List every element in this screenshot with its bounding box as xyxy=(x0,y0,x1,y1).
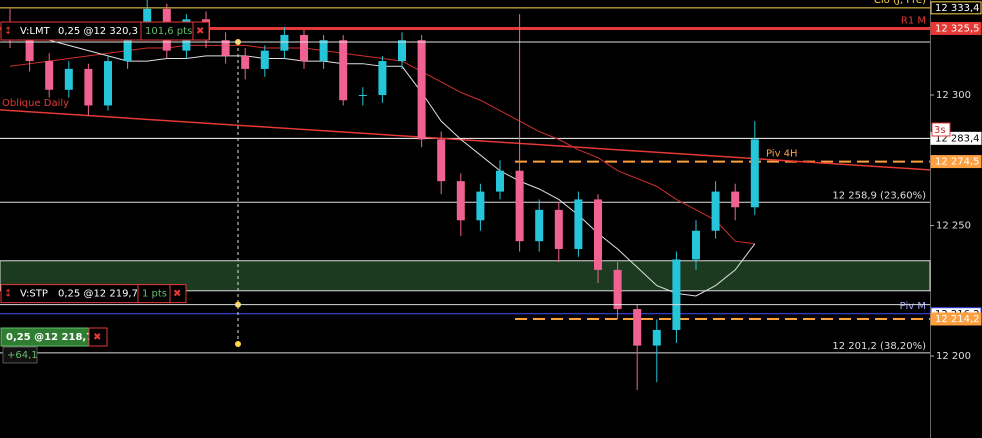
cancel-icon: ✖ xyxy=(93,332,101,343)
order-arrow: ↕ xyxy=(4,26,12,37)
oblique-line xyxy=(0,109,931,171)
cancel-button[interactable] xyxy=(169,284,187,304)
cancel-button[interactable] xyxy=(192,21,210,41)
order-dot xyxy=(235,341,241,347)
candle-body xyxy=(515,170,524,242)
candle-body xyxy=(64,68,73,90)
candle-body xyxy=(613,269,622,310)
candle-body xyxy=(358,95,367,97)
price-tag-label: 12 325,5 xyxy=(935,23,980,34)
oblique-label: Oblique Daily xyxy=(2,98,69,109)
level-name: Clô (J, Pré) xyxy=(874,0,926,6)
price-tag-label: 12 214,2 xyxy=(935,314,980,325)
order-side: V:LMT xyxy=(20,26,51,37)
y-tick-label: 12 250 xyxy=(936,221,971,232)
cancel-button[interactable] xyxy=(88,327,108,347)
order-pts: 101,6 pts xyxy=(145,26,192,37)
level-name: Piv M xyxy=(900,301,926,312)
candle-body xyxy=(554,209,563,250)
price-tag xyxy=(930,155,982,169)
order-side: V:STP xyxy=(20,289,48,300)
timer-box xyxy=(931,122,951,137)
timer: 3s xyxy=(934,125,946,136)
candle-body xyxy=(25,40,34,62)
candle-body xyxy=(280,34,289,51)
order-arrow: ↕ xyxy=(4,289,12,300)
candle-body xyxy=(672,259,681,330)
candle-body xyxy=(652,329,661,346)
y-tick-label: 12 300 xyxy=(936,90,971,101)
order-text: 0,25 @12 219,7 xyxy=(58,289,138,300)
cancel-icon: ✖ xyxy=(196,26,204,37)
candle-body xyxy=(143,8,152,30)
candle-body xyxy=(476,191,485,221)
order-pts: 1 pts xyxy=(142,289,167,300)
candle-body xyxy=(300,34,308,62)
candle-body xyxy=(84,68,93,106)
candle-body xyxy=(496,170,504,192)
price-tag-label: 12 274,5 xyxy=(935,157,980,168)
y-tick-label: 12 200 xyxy=(936,351,971,362)
candle-body xyxy=(731,191,740,208)
candle-body xyxy=(456,181,465,221)
fib-label: 12 258,9 (23,60%) xyxy=(832,190,926,201)
candle-body xyxy=(260,50,269,69)
price-tag xyxy=(930,21,982,35)
pnl-box xyxy=(2,346,38,364)
candle-body xyxy=(319,40,328,62)
candle-body xyxy=(594,199,602,270)
candle-body xyxy=(45,61,54,90)
price-tag xyxy=(930,1,982,15)
price-tag xyxy=(930,312,982,326)
candle-body xyxy=(633,309,642,346)
level-name: R1 M xyxy=(901,15,926,26)
candle-body xyxy=(535,209,544,242)
candle-body xyxy=(437,139,446,182)
position-text: 0,25 @12 218,7 xyxy=(6,332,93,343)
candle-body xyxy=(398,40,406,62)
order-text: 0,25 @12 320,3 xyxy=(58,26,138,37)
candle-body xyxy=(339,40,348,101)
candle-body xyxy=(241,55,250,69)
level-name: Piv 4H xyxy=(766,149,798,160)
pnl: +64,1 xyxy=(7,350,38,361)
candle-body xyxy=(104,61,112,106)
price-tag-label: 12 333,4 xyxy=(935,3,980,14)
fib-label: 12 201,2 (38,20%) xyxy=(832,341,926,352)
candle-body xyxy=(378,61,387,96)
candle-body xyxy=(711,191,720,231)
candle-body xyxy=(221,40,230,56)
price-tag-label: 12 283,4 xyxy=(935,133,980,144)
candle-body xyxy=(692,230,700,260)
cancel-icon: ✖ xyxy=(173,289,181,300)
candle-body xyxy=(417,40,426,140)
candle-body xyxy=(574,199,583,250)
candle-body xyxy=(123,29,132,62)
candle-body xyxy=(750,139,759,208)
